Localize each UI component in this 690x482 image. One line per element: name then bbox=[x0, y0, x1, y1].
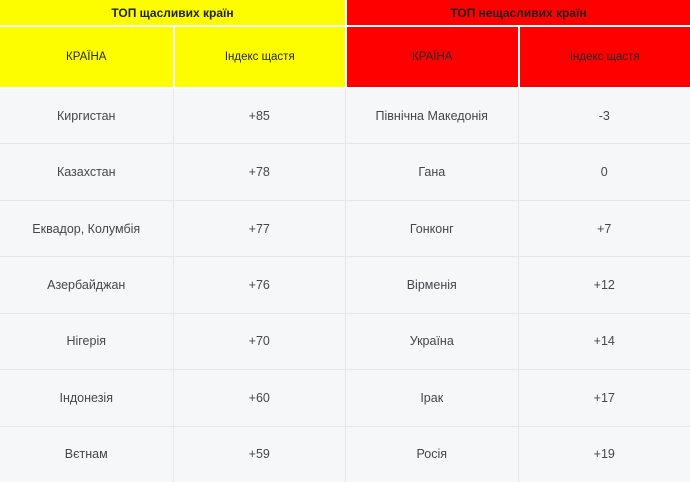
unhappy-country-cell: Україна bbox=[345, 312, 518, 370]
happy-index-cell: +70 bbox=[172, 312, 345, 370]
unhappy-index-cell: +19 bbox=[517, 425, 690, 482]
unhappy-index-cell: +14 bbox=[517, 312, 690, 370]
unhappy-index-cell: +12 bbox=[517, 256, 690, 313]
unhappy-index-cell: +17 bbox=[517, 369, 690, 426]
happy-country-cell: Нігерія bbox=[0, 312, 173, 370]
unhappy-index-column-header: Індекс щастя bbox=[517, 25, 690, 87]
happy-country-cell: Азербайджан bbox=[0, 256, 173, 313]
unhappy-country-cell: Гана bbox=[345, 143, 518, 200]
happy-country-cell: Індонезія bbox=[0, 369, 173, 426]
happy-index-cell: +59 bbox=[172, 425, 345, 482]
unhappy-country-column-header: КРАЇНА bbox=[345, 25, 518, 87]
happy-country-cell: Киргистан bbox=[0, 87, 173, 144]
happy-country-cell: Еквадор, Колумбія bbox=[0, 199, 173, 257]
happy-country-column-header: КРАЇНА bbox=[0, 25, 173, 87]
unhappy-country-cell: Вірменія bbox=[345, 256, 518, 313]
unhappy-index-cell: +7 bbox=[517, 199, 690, 257]
unhappy-country-cell: Росія bbox=[345, 425, 518, 482]
happy-index-cell: +60 bbox=[172, 369, 345, 426]
happy-index-cell: +78 bbox=[172, 143, 345, 200]
happy-index-column-header: Індекс щастя bbox=[172, 25, 345, 87]
unhappy-country-cell: Північна Македонія bbox=[345, 87, 518, 144]
happy-country-cell: Казахстан bbox=[0, 143, 173, 200]
unhappy-index-cell: -3 bbox=[517, 87, 690, 144]
happy-table-title: ТОП щасливих країн bbox=[0, 0, 345, 25]
unhappy-index-cell: 0 bbox=[517, 143, 690, 200]
happy-index-cell: +76 bbox=[172, 256, 345, 313]
unhappy-country-cell: Ірак bbox=[345, 369, 518, 426]
unhappy-table-title: ТОП нещасливих країн bbox=[345, 0, 690, 25]
happy-country-cell: Вєтнам bbox=[0, 425, 173, 482]
unhappy-country-cell: Гонконг bbox=[345, 199, 518, 257]
happy-index-cell: +85 bbox=[172, 87, 345, 144]
happy-index-cell: +77 bbox=[172, 199, 345, 257]
